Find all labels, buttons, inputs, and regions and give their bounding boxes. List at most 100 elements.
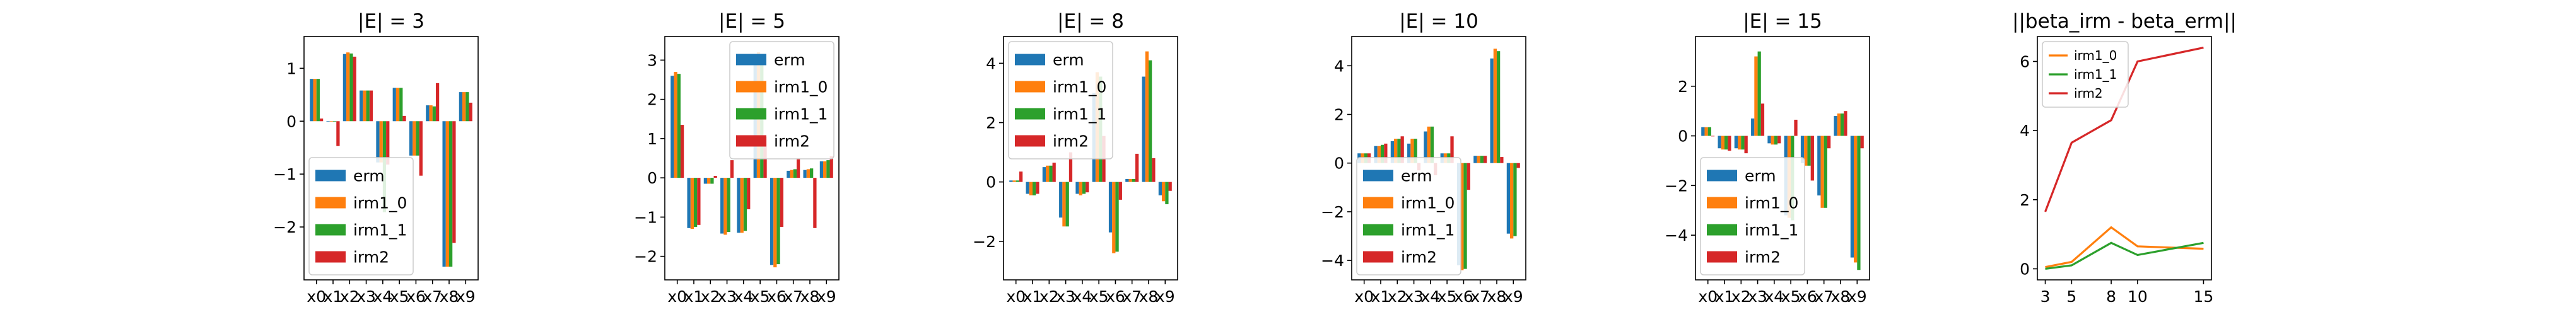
x-tick-label: x2 — [1731, 287, 1751, 306]
bar-irm1_1-x4 — [1082, 182, 1086, 194]
bar-irm1_0-x7 — [1477, 156, 1480, 163]
bar-irm1_0-x3 — [1062, 182, 1066, 227]
bar-irm1_0-x1 — [1029, 182, 1033, 195]
bar-irm2-x6 — [1118, 182, 1122, 200]
legend: erm irm1_0 irm1_1 irm2 — [308, 157, 414, 275]
y-tick-label: 0 — [647, 169, 657, 187]
legend-label: irm1_1 — [1401, 221, 1455, 240]
bar-erm-x3 — [1059, 182, 1063, 218]
y-tick-label: 0 — [1678, 127, 1688, 146]
bar-irm2-x4 — [1086, 182, 1089, 193]
bar-irm2-x9 — [829, 156, 833, 178]
legend-label: irm2 — [1745, 248, 1781, 267]
x-tick-label: x7 — [1122, 287, 1142, 306]
bar-irm1_1-x6 — [416, 121, 419, 156]
bar-irm1_0-x9 — [1510, 163, 1514, 239]
legend-swatch — [1363, 224, 1393, 236]
bar-irm1_1-x2 — [349, 53, 353, 122]
x-tick-label: x8 — [1139, 287, 1159, 306]
bar-erm-x3 — [1751, 118, 1755, 136]
bar-irm1_1-x8 — [810, 168, 814, 178]
x-tick-label: x1 — [684, 287, 704, 306]
legend-label: irm2 — [774, 132, 810, 151]
legend-label: irm1_1 — [774, 105, 828, 124]
x-tick-label: x6 — [406, 287, 426, 306]
bar-irm1_0-x7 — [790, 170, 793, 178]
axes-frame — [1351, 36, 1526, 281]
bar-irm1_0-x2 — [1046, 165, 1050, 182]
y-tick-label: 1 — [647, 130, 657, 148]
bar-irm1_1-x6 — [1115, 182, 1119, 252]
legend-label: erm — [1401, 167, 1432, 185]
bar-erm-x8 — [1490, 58, 1494, 163]
bar-erm-x5 — [392, 88, 396, 122]
legend: erm irm1_0 irm1_1 irm2 — [729, 41, 834, 159]
legend-label: irm1_0 — [774, 78, 828, 96]
line-irm1_0 — [2045, 226, 2204, 269]
bar-erm-x3 — [1407, 143, 1411, 163]
legend-swatch — [736, 81, 766, 93]
bar-irm1_0-x1 — [1377, 146, 1381, 163]
legend-swatch — [315, 197, 346, 209]
x-tick-label: x0 — [1006, 287, 1026, 306]
legend-swatch — [1363, 197, 1393, 209]
bar-erm-x6 — [1800, 136, 1805, 163]
bar-irm1_0-x3 — [723, 178, 727, 235]
bar-irm2-x4 — [386, 121, 390, 165]
x-tick-label: 3 — [2040, 287, 2051, 306]
legend-label: erm — [353, 167, 385, 185]
y-tick-label: 0 — [286, 112, 296, 130]
axes-frame — [2037, 36, 2212, 281]
bar-erm-x9 — [1506, 163, 1511, 234]
bar-irm2-x1 — [697, 178, 701, 225]
y-tick-label: 4 — [1334, 57, 1344, 75]
y-tick-label: 4 — [986, 54, 996, 72]
x-tick-label: x7 — [783, 287, 803, 306]
legend-label: irm1_0 — [2074, 48, 2117, 63]
bar-irm1_1-x3 — [1065, 182, 1069, 227]
bar-irm1_0-x0 — [1012, 180, 1016, 182]
bar-irm2-x3 — [369, 90, 373, 122]
bar-irm1_0-x7 — [1128, 178, 1132, 182]
bar-irm2-x4 — [747, 178, 751, 209]
x-tick-label: x2 — [340, 287, 360, 306]
bar-irm1_1-x1 — [1724, 136, 1728, 150]
y-tick-label: 3 — [647, 51, 657, 69]
bar-irm1_1-x2 — [1049, 165, 1053, 182]
bar-irm1_0-x0 — [313, 79, 317, 122]
legend-label: irm1_1 — [1053, 105, 1106, 124]
bar-irm1_0-x3 — [363, 90, 366, 122]
bar-erm-x7 — [1125, 178, 1129, 182]
x-tick-label: x7 — [1814, 287, 1834, 306]
x-tick-label: x6 — [1454, 287, 1473, 306]
bar-irm2-x0 — [1019, 171, 1023, 182]
bar-irm1_0-x6 — [1460, 163, 1464, 270]
bar-irm2-x1 — [1728, 136, 1731, 151]
legend-swatch — [1707, 251, 1737, 263]
chart-title: |E| = 10 — [1399, 10, 1478, 33]
x-tick-label: x1 — [324, 287, 343, 306]
bar-irm2-x8 — [813, 178, 817, 228]
x-tick-label: x3 — [356, 287, 376, 306]
legend-label: irm2 — [1401, 248, 1437, 267]
bar-irm2-x2 — [1744, 136, 1748, 154]
bar-irm2-x2 — [353, 56, 356, 122]
bar-erm-x6 — [409, 121, 413, 156]
bar-erm-x9 — [1158, 182, 1162, 195]
bar-erm-x9 — [819, 161, 824, 178]
x-tick-label: x3 — [1404, 287, 1424, 306]
x-tick-label: x9 — [456, 287, 476, 306]
legend-label: irm1_1 — [353, 221, 407, 240]
bar-irm1_0-x4 — [1771, 136, 1774, 145]
y-tick-label: 2 — [647, 91, 657, 109]
bar-irm1_0-x4 — [740, 178, 744, 233]
bar-irm1_0-x9 — [823, 161, 827, 178]
x-tick-label: x8 — [800, 287, 820, 306]
bar-irm1_0-x1 — [1721, 136, 1724, 150]
bar-irm1_1-x7 — [1824, 136, 1827, 208]
bar-erm-x7 — [1473, 156, 1477, 163]
bar-irm1_1-x3 — [1414, 139, 1417, 163]
